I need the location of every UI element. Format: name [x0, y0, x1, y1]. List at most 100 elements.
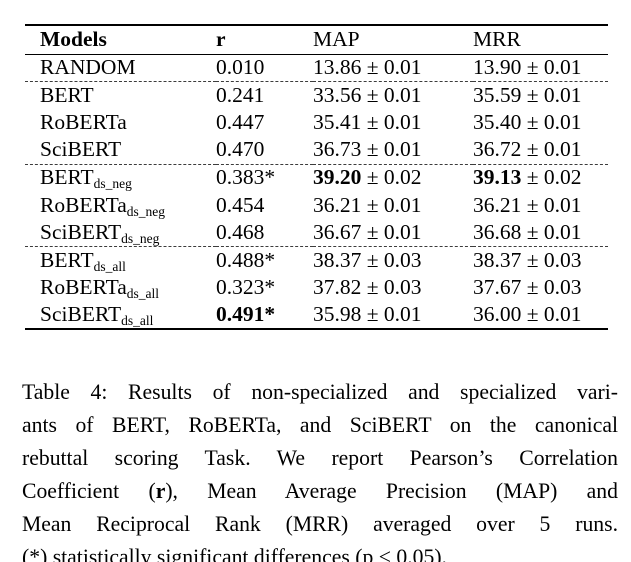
map-cell: 39.20 ± 0.02 — [313, 164, 473, 192]
mrr-value: 38.37 — [473, 247, 522, 272]
mrr-cell: 38.37 ± 0.03 — [473, 247, 608, 275]
caption-line: rebuttal scoring Task. We report Pearson… — [22, 442, 618, 475]
r-cell: 0.491* — [216, 302, 313, 330]
mrr-value: 36.68 — [473, 219, 522, 244]
model-cell: SciBERTds_all — [25, 302, 216, 330]
caption-text: ), Mean Average Precision (MAP) and — [165, 479, 618, 503]
r-cell: 0.241 — [216, 82, 313, 110]
map-cell: 33.56 ± 0.01 — [313, 82, 473, 110]
table-caption: Table 4: Results of non-specialized and … — [22, 376, 618, 562]
model-cell: RoBERTads_all — [25, 274, 216, 302]
caption-text: ants of BERT, RoBERTa, and SciBERT on th… — [22, 413, 618, 437]
r-value: 0.468 — [216, 219, 265, 244]
caption-text: Mean Reciprocal Rank (MRR) averaged over… — [22, 512, 618, 536]
map-error: ± 0.01 — [366, 82, 422, 107]
r-cell: 0.468 — [216, 219, 313, 247]
model-name: RANDOM — [40, 55, 136, 79]
map-cell: 13.86 ± 0.01 — [313, 54, 473, 82]
map-cell: 37.82 ± 0.03 — [313, 274, 473, 302]
table-row: BERTds_all 0.488* 38.37 ± 0.03 38.37 ± 0… — [25, 247, 608, 275]
table-row: BERTds_neg 0.383* 39.20 ± 0.02 39.13 ± 0… — [25, 164, 608, 192]
model-name: SciBERT — [40, 302, 122, 326]
results-table: Models r MAP MRR RANDOM 0.010 13.86 ± 0.… — [25, 24, 608, 330]
map-error: ± 0.01 — [366, 302, 422, 326]
column-header-models: Models — [40, 27, 107, 51]
mrr-error: ± 0.02 — [526, 165, 582, 190]
mrr-error: ± 0.01 — [526, 110, 582, 134]
model-cell: BERT — [25, 82, 216, 110]
map-value: 35.98 — [313, 302, 362, 326]
mrr-cell: 37.67 ± 0.03 — [473, 274, 608, 302]
r-value: 0.488* — [216, 247, 276, 272]
mrr-cell: 36.00 ± 0.01 — [473, 302, 608, 330]
map-cell: 38.37 ± 0.03 — [313, 247, 473, 275]
table-header-row: Models r MAP MRR — [25, 25, 608, 54]
map-cell: 35.41 ± 0.01 — [313, 109, 473, 137]
caption-line: (*) statistically significant difference… — [22, 541, 618, 562]
mrr-cell: 36.68 ± 0.01 — [473, 219, 608, 247]
r-cell: 0.470 — [216, 137, 313, 165]
model-name: SciBERT — [40, 137, 122, 162]
map-error: ± 0.01 — [366, 192, 422, 217]
mrr-value: 35.40 — [473, 110, 522, 134]
mrr-cell: 35.40 ± 0.01 — [473, 109, 608, 137]
model-cell: BERTds_all — [25, 247, 216, 275]
model-subscript: ds_all — [93, 258, 126, 274]
map-error: ± 0.03 — [366, 275, 422, 299]
model-subscript: ds_all — [126, 286, 160, 301]
map-cell: 36.67 ± 0.01 — [313, 219, 473, 247]
caption-line: Table 4: Results of non-specialized and … — [22, 376, 618, 409]
map-value: 36.67 — [313, 219, 362, 244]
table-row: RoBERTa 0.447 35.41 ± 0.01 35.40 ± 0.01 — [25, 109, 608, 137]
mrr-cell: 13.90 ± 0.01 — [473, 54, 608, 82]
model-cell: BERTds_neg — [25, 164, 216, 192]
model-name: BERT — [40, 247, 94, 272]
mrr-cell: 36.72 ± 0.01 — [473, 137, 608, 165]
r-value: 0.447 — [216, 110, 265, 134]
map-cell: 36.73 ± 0.01 — [313, 137, 473, 165]
mrr-cell: 35.59 ± 0.01 — [473, 82, 608, 110]
map-value: 33.56 — [313, 82, 362, 107]
r-value: 0.470 — [216, 137, 265, 162]
model-cell: RANDOM — [25, 54, 216, 82]
map-error: ± 0.01 — [366, 110, 422, 134]
map-error: ± 0.01 — [366, 137, 422, 162]
model-cell: SciBERT — [25, 137, 216, 165]
model-name: SciBERT — [40, 219, 122, 244]
table-row: RoBERTads_neg 0.454 36.21 ± 0.01 36.21 ±… — [25, 192, 608, 220]
mrr-error: ± 0.01 — [526, 219, 582, 244]
mrr-value: 37.67 — [473, 275, 522, 299]
r-cell: 0.383* — [216, 164, 313, 192]
model-subscript: ds_neg — [93, 176, 132, 192]
model-subscript: ds_neg — [121, 230, 160, 246]
map-value: 38.37 — [313, 247, 362, 272]
table-row: RoBERTads_all 0.323* 37.82 ± 0.03 37.67 … — [25, 274, 608, 302]
caption-line: Coefficient (r), Mean Average Precision … — [22, 475, 618, 508]
r-cell: 0.447 — [216, 109, 313, 137]
mrr-value: 39.13 — [473, 165, 522, 190]
column-header-mrr: MRR — [473, 27, 521, 51]
map-cell: 35.98 ± 0.01 — [313, 302, 473, 330]
mrr-value: 36.00 — [473, 302, 522, 326]
table-row: SciBERT 0.470 36.73 ± 0.01 36.72 ± 0.01 — [25, 137, 608, 165]
r-cell: 0.488* — [216, 247, 313, 275]
mrr-cell: 39.13 ± 0.02 — [473, 164, 608, 192]
model-cell: RoBERTa — [25, 109, 216, 137]
r-value: 0.454 — [216, 192, 265, 217]
results-table-body: RANDOM 0.010 13.86 ± 0.01 13.90 ± 0.01 B… — [25, 54, 608, 329]
model-name: RoBERTa — [40, 192, 127, 217]
table-row: BERT 0.241 33.56 ± 0.01 35.59 ± 0.01 — [25, 82, 608, 110]
model-name: BERT — [40, 82, 94, 107]
model-name: RoBERTa — [40, 275, 127, 299]
r-value: 0.491* — [216, 302, 276, 326]
mrr-value: 35.59 — [473, 82, 522, 107]
caption-text: Table 4: Results of non-specialized and … — [22, 380, 618, 404]
mrr-value: 13.90 — [473, 55, 522, 79]
model-name: RoBERTa — [40, 110, 127, 134]
r-cell: 0.010 — [216, 54, 313, 82]
table-row: SciBERTds_all 0.491* 35.98 ± 0.01 36.00 … — [25, 302, 608, 330]
model-name: BERT — [40, 165, 94, 190]
mrr-error: ± 0.01 — [526, 192, 582, 217]
r-cell: 0.323* — [216, 274, 313, 302]
caption-text: Coefficient ( — [22, 479, 156, 503]
